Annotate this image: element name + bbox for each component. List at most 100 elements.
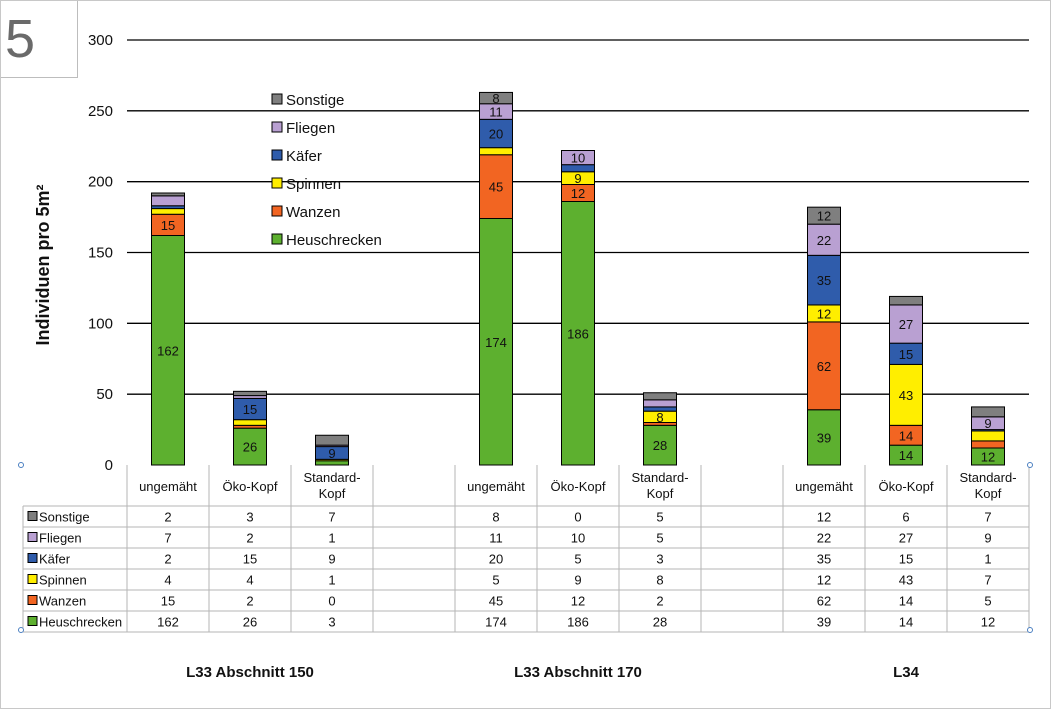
- table-cell: 15: [899, 552, 913, 567]
- group-labels: L33 Abschnitt 150 L33 Abschnitt 170 L34: [186, 664, 919, 681]
- table-cell: 14: [899, 594, 913, 609]
- table-cell: 5: [984, 594, 991, 609]
- table-cell: 2: [246, 531, 253, 546]
- table-cell: 45: [489, 594, 503, 609]
- data-label: 9: [328, 446, 335, 461]
- category-label: Öko-Kopf: [223, 479, 278, 494]
- bar-segment-sonstige: [643, 392, 677, 401]
- legend-label-fliegen: Fliegen: [286, 120, 335, 137]
- table-cell: 8: [656, 573, 663, 588]
- category-label: Standard-Kopf: [303, 470, 360, 501]
- table-cell: 1: [328, 573, 335, 588]
- data-table: ungemäht Öko-Kopf Standard-Kopf ungemäht Öko…: [22, 465, 1030, 633]
- bar-segment-sonstige: [971, 406, 1005, 418]
- legend-swatch-sonstige: [271, 93, 283, 105]
- category-label: Öko-Kopf: [551, 479, 606, 494]
- table-cell: 20: [489, 552, 503, 567]
- table-cell: 11: [489, 531, 503, 546]
- bar-segment-heuschrecken: [315, 460, 349, 466]
- data-label: 8: [656, 410, 663, 425]
- table-cell: 12: [571, 594, 585, 609]
- y-axis-ticks: 0 50 100 150 200 250 300: [88, 32, 113, 474]
- table-row-header-spinnen: Spinnen: [39, 573, 87, 588]
- table-cell: 5: [574, 552, 581, 567]
- category-label: ungemäht: [139, 479, 197, 494]
- table-cell: 28: [653, 615, 667, 630]
- bar-segment-sonstige: [233, 390, 267, 397]
- legend-label-spinnen: Spinnen: [286, 176, 341, 193]
- data-label: 28: [653, 438, 667, 453]
- table-cell: 10: [571, 531, 585, 546]
- table-swatch-spinnen: [27, 574, 38, 584]
- legend-label-wanzen: Wanzen: [286, 204, 340, 221]
- table-cell: 14: [899, 615, 913, 630]
- data-label: 8: [492, 91, 499, 106]
- table-cell: 27: [899, 531, 913, 546]
- bar-segment-spinnen: [479, 147, 513, 156]
- data-label: 15: [161, 218, 175, 233]
- bar-segment-wanzen: [971, 440, 1005, 449]
- data-label: 9: [984, 416, 991, 431]
- data-label: 39: [817, 430, 831, 445]
- bar-segment-spinnen: [889, 363, 923, 426]
- selection-handle[interactable]: [1027, 462, 1033, 468]
- bar-segment-heuschrecken: [643, 424, 677, 466]
- table-cell: 2: [656, 594, 663, 609]
- data-label: 174: [485, 335, 507, 350]
- figure-number-badge: 5: [1, 1, 78, 78]
- bar-segment-fliegen: [151, 195, 185, 207]
- table-cell: 186: [567, 615, 589, 630]
- bar-segment-spinnen: [971, 430, 1005, 442]
- table-cell: 26: [243, 615, 257, 630]
- legend-label-kaefer: Käfer: [286, 148, 322, 165]
- table-row-header-sonstige: Sonstige: [39, 510, 90, 525]
- table-cell: 5: [656, 510, 663, 525]
- data-label: 10: [571, 151, 585, 166]
- y-tick-label: 100: [88, 315, 113, 332]
- group-label-l34: L34: [893, 664, 920, 681]
- bar-segment-spinnen: [233, 419, 267, 426]
- table-cell: 5: [492, 573, 499, 588]
- table-cell: 2: [164, 510, 171, 525]
- table-cell: 4: [246, 573, 253, 588]
- table-swatch-wanzen: [27, 595, 38, 605]
- table-cell: 7: [984, 573, 991, 588]
- table-row-header-wanzen: Wanzen: [39, 594, 86, 609]
- bar-segment-sonstige: [889, 295, 923, 306]
- table-cell: 0: [328, 594, 335, 609]
- data-label: 27: [899, 317, 913, 332]
- data-label: 43: [899, 388, 913, 403]
- data-label: 22: [817, 233, 831, 248]
- legend-swatch-fliegen: [271, 121, 283, 133]
- y-axis-label: Individuen pro 5m²: [33, 184, 53, 345]
- data-label: 12: [817, 306, 831, 321]
- data-label: 62: [817, 359, 831, 374]
- data-labels: 1621526159174452011818612910288396212352…: [157, 91, 995, 464]
- table-cell: 7: [328, 510, 335, 525]
- table-cell: 3: [246, 510, 253, 525]
- table-cell: 174: [485, 615, 507, 630]
- table-cell: 22: [817, 531, 831, 546]
- data-label: 11: [489, 105, 503, 120]
- y-tick-label: 150: [88, 245, 113, 262]
- y-tick-label: 50: [96, 386, 113, 403]
- legend-label-heuschrecken: Heuschrecken: [286, 232, 382, 249]
- table-cell: 6: [902, 510, 909, 525]
- group-label-l33-abschnitt-170: L33 Abschnitt 170: [514, 664, 642, 681]
- data-label: 12: [817, 209, 831, 224]
- selection-handle[interactable]: [18, 462, 24, 468]
- data-label: 12: [981, 450, 995, 465]
- bar-segment-fliegen: [561, 150, 595, 166]
- table-cell: 2: [164, 552, 171, 567]
- bar-segment-fliegen: [889, 304, 923, 344]
- selection-handle[interactable]: [1027, 627, 1033, 633]
- table-cell: 43: [899, 573, 913, 588]
- table-cell: 35: [817, 552, 831, 567]
- data-label: 12: [571, 186, 585, 201]
- table-row-header-fliegen: Fliegen: [39, 531, 82, 546]
- selection-handle[interactable]: [18, 627, 24, 633]
- table-cell: 12: [817, 573, 831, 588]
- table-cell: 39: [817, 615, 831, 630]
- data-label: 26: [243, 440, 257, 455]
- data-label: 186: [567, 326, 589, 341]
